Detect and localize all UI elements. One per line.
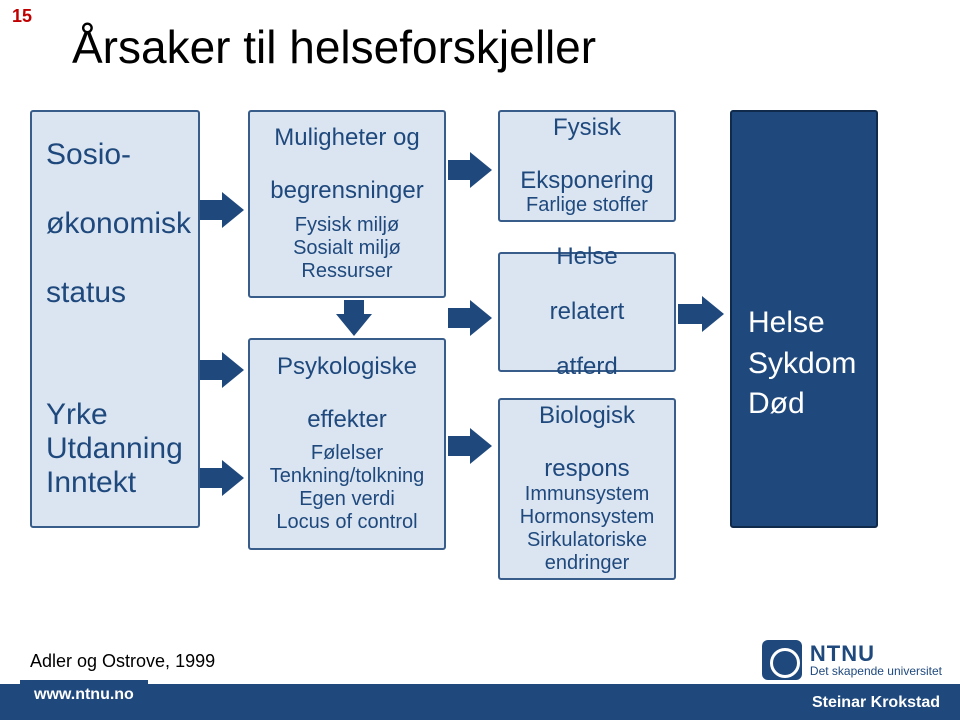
slide-title: Årsaker til helseforskjeller bbox=[72, 20, 596, 74]
heading: Muligheter og begrensninger bbox=[270, 125, 423, 204]
text: Helse bbox=[550, 243, 625, 271]
ntnu-logo-icon bbox=[762, 640, 802, 680]
text: Fysisk bbox=[520, 115, 653, 141]
sub: endringer bbox=[545, 552, 630, 575]
ntnu-logo: NTNU Det skapende universitet bbox=[762, 640, 942, 680]
slide: 15 Årsaker til helseforskjeller Sosio- ø… bbox=[0, 0, 960, 720]
text: økonomisk bbox=[46, 207, 191, 242]
arrow-right-icon bbox=[678, 296, 724, 332]
box-biological-response: Biologisk respons Immunsystem Hormonsyst… bbox=[498, 398, 676, 580]
arrow-down-icon bbox=[336, 300, 372, 336]
text: Muligheter og bbox=[270, 125, 423, 151]
text: effekter bbox=[277, 407, 417, 433]
arrow-right-icon bbox=[200, 192, 244, 228]
text: Eksponering bbox=[520, 168, 653, 194]
outcome-line: Helse bbox=[748, 303, 825, 344]
sub: Locus of control bbox=[276, 511, 417, 534]
ses-item: Utdanning bbox=[46, 432, 183, 466]
text: Psykologiske bbox=[277, 354, 417, 380]
footer-author: Steinar Krokstad bbox=[812, 694, 940, 712]
sub: Fysisk miljø bbox=[295, 214, 399, 237]
citation-text: Adler og Ostrove, 1999 bbox=[30, 651, 215, 672]
text: Sosio- bbox=[46, 138, 191, 173]
outcome-line: Sykdom bbox=[748, 344, 856, 385]
logo-tagline: Det skapende universitet bbox=[810, 665, 942, 677]
text: status bbox=[46, 276, 191, 311]
box-psychological: Psykologiske effekter Følelser Tenkning/… bbox=[248, 338, 446, 550]
box-ses: Sosio- økonomisk status Yrke Utdanning I… bbox=[30, 110, 200, 528]
arrow-right-icon bbox=[200, 460, 244, 496]
sub: Sosialt miljø bbox=[293, 237, 401, 260]
text: relatert bbox=[550, 298, 625, 326]
text: atferd bbox=[550, 353, 625, 381]
text: Biologisk bbox=[539, 403, 635, 429]
box-physical-exposure: Fysisk Eksponering Farlige stoffer bbox=[498, 110, 676, 222]
sub: Hormonsystem bbox=[520, 506, 654, 529]
footer-url: www.ntnu.no bbox=[20, 680, 148, 710]
slide-number: 15 bbox=[12, 6, 32, 27]
heading: Helse relatert atferd bbox=[550, 243, 625, 381]
sub: Farlige stoffer bbox=[526, 194, 648, 217]
arrow-right-icon bbox=[448, 428, 492, 464]
heading: Psykologiske effekter bbox=[277, 354, 417, 433]
sub: Følelser bbox=[311, 442, 383, 465]
sub: Egen verdi bbox=[299, 488, 395, 511]
outcome-line: Død bbox=[748, 384, 805, 425]
box-health-behaviour: Helse relatert atferd bbox=[498, 252, 676, 372]
sub: Tenkning/tolkning bbox=[270, 465, 425, 488]
heading: Biologisk respons bbox=[539, 403, 635, 482]
heading: Fysisk Eksponering bbox=[520, 115, 653, 194]
sub: Ressurser bbox=[301, 260, 392, 283]
box-outcome: Helse Sykdom Død bbox=[730, 110, 878, 528]
arrow-right-icon bbox=[200, 352, 244, 388]
sub: Sirkulatoriske bbox=[527, 529, 647, 552]
arrow-right-icon bbox=[448, 300, 492, 336]
logo-acronym: NTNU bbox=[810, 643, 942, 665]
ses-item: Inntekt bbox=[46, 466, 136, 500]
text: respons bbox=[539, 456, 635, 482]
ses-item: Yrke bbox=[46, 398, 108, 432]
sub: Immunsystem bbox=[525, 483, 649, 506]
ses-heading: Sosio- økonomisk status bbox=[46, 138, 191, 311]
box-opportunities: Muligheter og begrensninger Fysisk miljø… bbox=[248, 110, 446, 298]
arrow-right-icon bbox=[448, 152, 492, 188]
text: begrensninger bbox=[270, 178, 423, 204]
